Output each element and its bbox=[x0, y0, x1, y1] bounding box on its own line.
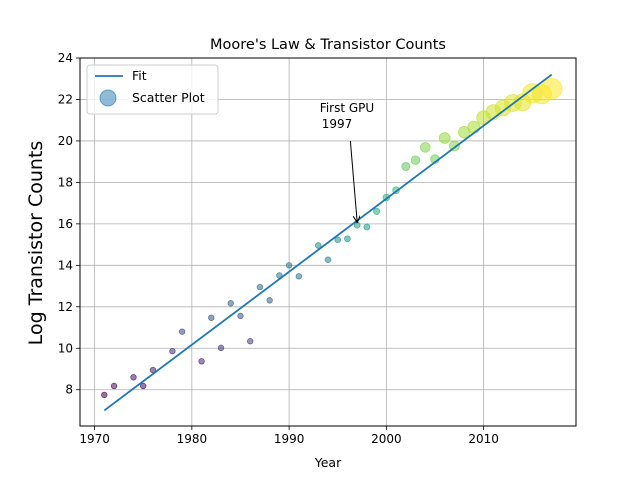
x-tick-label: 2000 bbox=[371, 432, 402, 446]
x-axis-ticks: 1970 1980 1990 2000 2010 bbox=[79, 426, 499, 446]
annotation-arrow bbox=[349, 140, 357, 222]
legend-scatter-label: Scatter Plot bbox=[132, 90, 205, 105]
scatter-point bbox=[401, 161, 411, 171]
legend-fit-label: Fit bbox=[132, 68, 147, 83]
fit-line bbox=[103, 73, 553, 412]
scatter-point bbox=[324, 256, 332, 263]
scatter-series bbox=[101, 77, 563, 399]
legend: Fit Scatter Plot bbox=[86, 64, 219, 115]
plot-frame bbox=[79, 57, 577, 427]
scatter-point bbox=[208, 314, 215, 321]
y-tick-label: 24 bbox=[58, 51, 73, 65]
scatter-point bbox=[110, 382, 118, 390]
scatter-point bbox=[334, 236, 342, 244]
scatter-point bbox=[410, 155, 421, 165]
y-tick-label: 12 bbox=[58, 300, 73, 314]
scatter-point bbox=[266, 297, 273, 304]
x-tick-label: 1970 bbox=[79, 432, 110, 446]
scatter-point bbox=[227, 300, 234, 307]
scatter-point bbox=[217, 344, 225, 352]
legend-box bbox=[86, 64, 219, 115]
scatter-point bbox=[467, 120, 481, 134]
y-axis-ticks: 8 10 12 14 16 18 20 22 24 bbox=[58, 51, 80, 397]
scatter-point bbox=[438, 132, 451, 144]
y-axis-label: Log Transistor Counts bbox=[25, 141, 47, 346]
y-tick-label: 22 bbox=[58, 92, 73, 106]
y-tick-label: 8 bbox=[65, 383, 73, 397]
x-tick-label: 2010 bbox=[468, 432, 499, 446]
scatter-point bbox=[295, 273, 303, 280]
scatter-point bbox=[130, 374, 137, 381]
x-tick-label: 1980 bbox=[177, 432, 208, 446]
scatter-point bbox=[344, 235, 351, 243]
scatter-point bbox=[169, 347, 176, 355]
scatter-point bbox=[246, 338, 254, 345]
scatter-point bbox=[198, 358, 205, 365]
scatter-point bbox=[285, 262, 293, 269]
legend-scatter-swatch bbox=[99, 89, 117, 107]
scatter-point bbox=[363, 223, 371, 231]
y-tick-label: 20 bbox=[58, 134, 73, 148]
fit-series bbox=[103, 73, 553, 412]
annotation-text-line1: First GPU bbox=[320, 101, 374, 115]
y-tick-label: 16 bbox=[58, 217, 73, 231]
scatter-point bbox=[178, 328, 186, 335]
y-tick-label: 10 bbox=[58, 341, 73, 355]
y-tick-label: 14 bbox=[58, 258, 73, 272]
scatter-point bbox=[540, 77, 563, 100]
scatter-point bbox=[140, 382, 147, 390]
scatter-point bbox=[373, 207, 381, 215]
scatter-point bbox=[101, 391, 108, 399]
y-tick-label: 18 bbox=[58, 175, 73, 189]
chart-title: Moore's Law & Transistor Counts bbox=[210, 37, 446, 53]
scatter-point bbox=[314, 242, 322, 249]
x-axis-label: Year bbox=[314, 455, 342, 470]
scatter-point bbox=[256, 283, 264, 291]
scatter-point bbox=[419, 142, 431, 153]
annotation: First GPU 1997 bbox=[320, 101, 374, 222]
annotation-text-line2: 1997 bbox=[322, 117, 353, 131]
x-tick-label: 1990 bbox=[274, 432, 305, 446]
scatter-point bbox=[237, 312, 244, 320]
